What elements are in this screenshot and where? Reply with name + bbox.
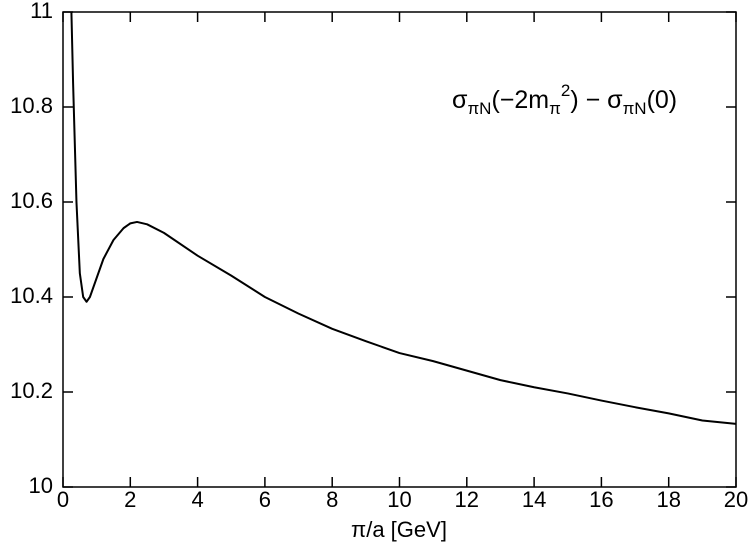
- x-tick-label: 14: [522, 487, 546, 512]
- x-tick-label: 20: [724, 487, 748, 512]
- annotation-part: (0): [647, 86, 678, 114]
- x-tick-label: 8: [326, 487, 338, 512]
- annotation-part: πN: [623, 99, 647, 118]
- x-tick-label: 6: [259, 487, 271, 512]
- y-tick-label: 10.4: [10, 283, 53, 308]
- y-tick-label: 11: [30, 0, 53, 23]
- data-line: [70, 11, 737, 425]
- x-tick-label: 12: [455, 487, 479, 512]
- y-tick-label: 10.6: [10, 188, 53, 213]
- x-tick-label: 18: [656, 487, 680, 512]
- x-tick-label: 4: [191, 487, 203, 512]
- annotation-part: 2: [561, 81, 570, 100]
- annotation-part: σ: [452, 86, 468, 114]
- annotation-part: πN: [467, 99, 491, 118]
- plot-frame: [62, 11, 737, 488]
- annotation: σπN(−2mπ2) − σπN(0): [452, 81, 677, 118]
- x-tick-label: 16: [589, 487, 613, 512]
- annotation-part: (−2m: [491, 86, 549, 114]
- x-tick-label: 0: [57, 487, 69, 512]
- y-tick-label: 10: [29, 473, 53, 498]
- x-tick-label: 10: [387, 487, 411, 512]
- x-axis-label: π/a [GeV]: [351, 517, 447, 542]
- annotation-part: ) − σ: [570, 86, 623, 114]
- annotation-part: π: [549, 99, 561, 118]
- y-tick-label: 10.8: [10, 93, 53, 118]
- x-tick-label: 2: [124, 487, 136, 512]
- y-tick-label: 10.2: [10, 378, 53, 403]
